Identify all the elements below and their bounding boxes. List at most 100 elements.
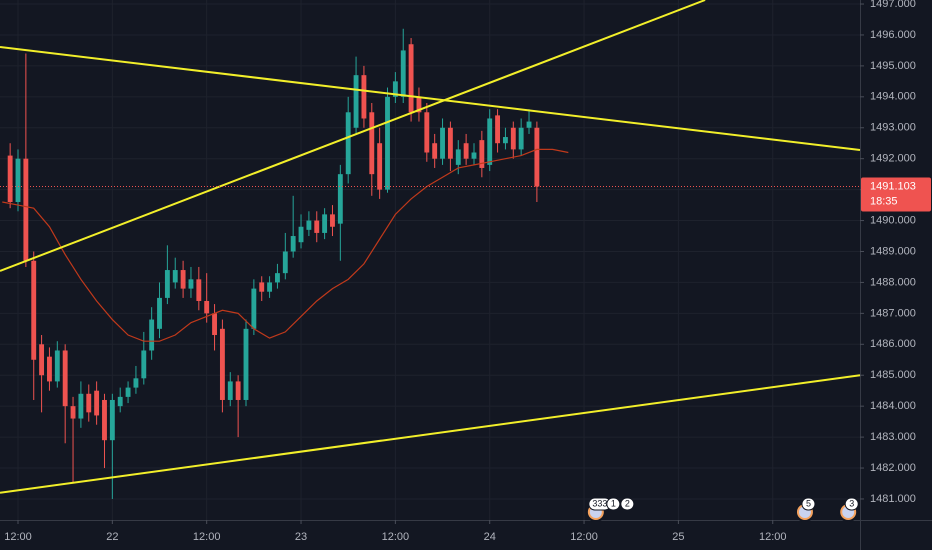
event-count: 333: [592, 498, 607, 508]
candle-body: [377, 143, 383, 190]
candle-body: [314, 220, 320, 233]
candle-body: [15, 158, 21, 202]
candle-body: [487, 118, 493, 165]
candle-body: [408, 44, 414, 113]
candle-body: [416, 96, 422, 113]
grid: [0, 0, 860, 520]
candle-body: [447, 127, 453, 159]
candle-body: [424, 112, 430, 153]
event-badge: 3: [838, 497, 859, 522]
candle-body: [141, 350, 147, 379]
candle-body: [400, 50, 406, 97]
candle-body: [94, 390, 100, 416]
x-tick-label: 12:00: [4, 531, 32, 543]
x-tick-label: 24: [484, 531, 496, 543]
event-count: 2: [625, 498, 630, 508]
candle-body: [62, 350, 68, 407]
event-count-box: [801, 497, 816, 511]
y-tick-label: 1489.000: [870, 245, 916, 257]
x-tick-label: 12:00: [570, 531, 598, 543]
candle-body: [219, 328, 225, 400]
candle-body: [54, 350, 60, 382]
moving-average-line: [2, 148, 569, 342]
y-tick-label: 1490.000: [870, 214, 916, 226]
x-tick-label: 12:00: [382, 531, 410, 543]
candle-body: [102, 399, 107, 441]
candle-body: [345, 112, 351, 175]
candle-body: [125, 387, 131, 397]
event-count-box: [620, 497, 635, 511]
candle-body: [78, 393, 84, 419]
y-tick-label: 1487.000: [870, 307, 916, 319]
event-count-box: [606, 497, 621, 511]
candle-body: [149, 319, 155, 351]
y-tick-label: 1495.000: [870, 60, 916, 72]
candle-body: [267, 282, 273, 292]
candle-body: [440, 127, 445, 159]
x-tick-label: 23: [295, 531, 307, 543]
candle-body: [385, 96, 390, 190]
y-tick-label: 1497.000: [870, 0, 916, 10]
trend-line: [0, 374, 861, 494]
candle-body: [534, 127, 540, 187]
candle-body: [518, 127, 524, 150]
candle-body: [117, 396, 123, 407]
candle-body: [251, 288, 257, 329]
candle-body: [204, 300, 210, 314]
candle-body: [39, 344, 45, 376]
candle-body: [259, 282, 265, 292]
candle-body: [361, 75, 367, 119]
candle-body: [31, 260, 37, 360]
candle-body: [70, 406, 76, 419]
x-tick-label: 22: [106, 531, 118, 543]
trend-line: [0, 0, 706, 272]
candle-body: [7, 155, 13, 202]
candle-body: [337, 174, 343, 224]
last-price-label: 1491.103: [870, 180, 916, 192]
y-tick-label: 1494.000: [870, 91, 916, 103]
candle-body: [432, 143, 438, 159]
candle-body: [330, 214, 335, 227]
y-tick-label: 1485.000: [870, 369, 916, 381]
event-count: 5: [806, 498, 811, 508]
candle-body: [133, 378, 139, 388]
candle-body: [526, 121, 532, 128]
candle-body: [227, 381, 233, 400]
y-tick-label: 1496.000: [870, 29, 916, 41]
candle-body: [471, 152, 477, 159]
candle-body: [282, 251, 288, 274]
candle-body: [510, 127, 516, 150]
countdown-label: 18:35: [870, 195, 898, 207]
candle-body: [275, 273, 280, 283]
candle-body: [455, 149, 461, 165]
candle-body: [392, 81, 398, 97]
candle-body: [164, 270, 170, 298]
candle-body: [306, 220, 312, 230]
candle-body: [188, 279, 194, 289]
candle-body: [196, 279, 202, 301]
y-tick-label: 1483.000: [870, 431, 916, 443]
candle-body: [86, 393, 92, 413]
candle-body: [353, 75, 359, 128]
candle-body: [212, 313, 217, 336]
y-tick-label: 1488.000: [870, 276, 916, 288]
y-tick-label: 1481.000: [870, 493, 916, 505]
trend-line: [0, 46, 861, 152]
candle-body: [463, 143, 469, 159]
y-tick-label: 1493.000: [870, 122, 916, 134]
event-count-box: [844, 497, 859, 511]
candle-body: [235, 381, 241, 400]
y-tick-label: 1486.000: [870, 338, 916, 350]
candle-body: [502, 137, 508, 144]
candle-body: [180, 270, 186, 289]
x-tick-label: 12:00: [193, 531, 221, 543]
x-tick-label: 25: [672, 531, 684, 543]
event-badge: 333 1 2: [585, 497, 635, 522]
last-price-box: [861, 177, 931, 212]
candle-body: [479, 140, 485, 168]
candle-body: [47, 356, 52, 382]
candle-body: [290, 236, 296, 252]
candle-body: [157, 297, 162, 329]
candle-body: [172, 270, 178, 283]
